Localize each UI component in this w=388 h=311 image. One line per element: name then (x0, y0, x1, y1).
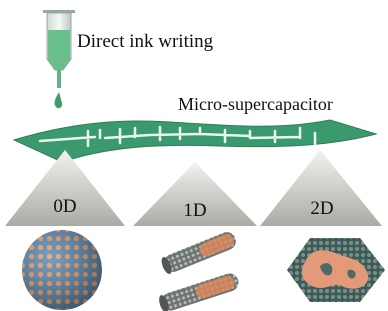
process-label: Direct ink writing (77, 31, 214, 52)
flake-2d (287, 238, 385, 302)
sphere-0d (22, 230, 102, 310)
syringe (43, 10, 75, 108)
dimension-label: 0D (53, 196, 76, 217)
device-label: Micro-supercapacitor (178, 94, 333, 114)
diagram: Direct ink writing Micro-supercapacitor … (0, 0, 388, 311)
nanotubes-1d (157, 229, 241, 311)
dimension-label: 2D (310, 198, 333, 219)
dimension-label: 1D (183, 200, 206, 221)
